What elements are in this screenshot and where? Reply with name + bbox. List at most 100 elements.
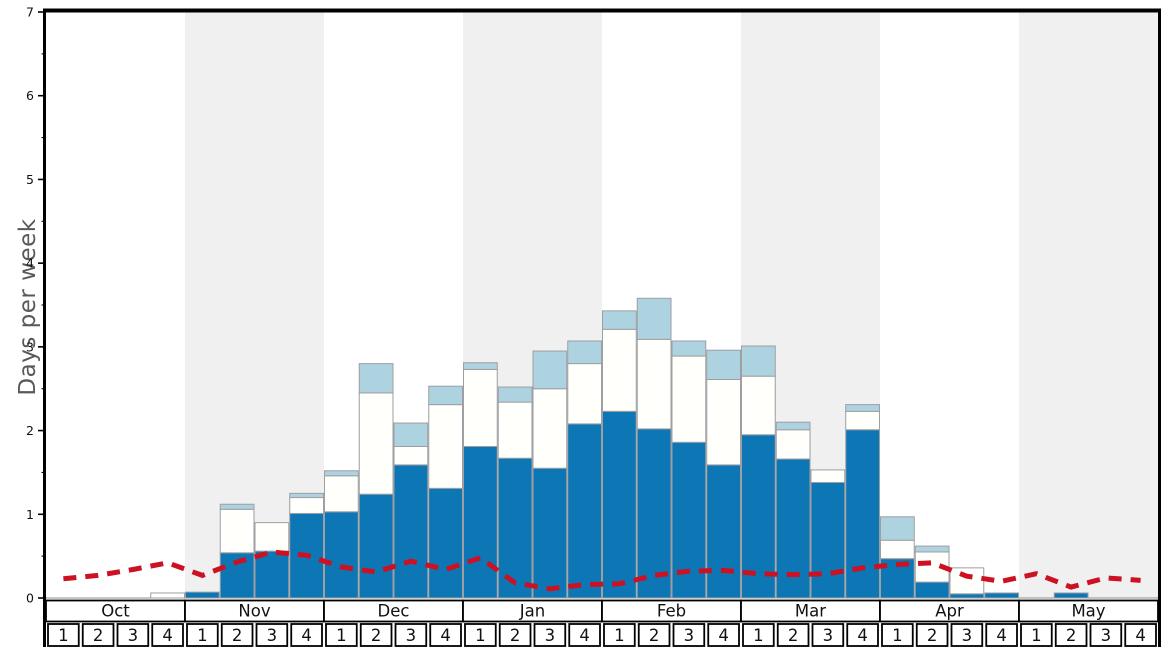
bar-segment-light	[289, 492, 324, 499]
bar-segment-light	[914, 545, 950, 553]
bar-segment-white	[810, 469, 846, 483]
week-label: 2	[927, 626, 938, 645]
week-label: 3	[267, 626, 278, 645]
week-cell	[116, 623, 150, 647]
week-cell	[255, 623, 289, 647]
bar-segment-light	[741, 345, 776, 377]
week-cell	[846, 623, 879, 647]
week-label: 2	[510, 626, 521, 645]
bar-segment-white	[880, 539, 915, 560]
bar-segment-white	[219, 508, 255, 554]
week-cell	[985, 623, 1018, 647]
week-label: 3	[823, 626, 834, 645]
month-label: Jan	[519, 602, 545, 621]
week-label: 4	[857, 626, 868, 645]
month-label: Dec	[378, 602, 410, 621]
week-cell	[672, 623, 706, 647]
week-cell	[1089, 623, 1123, 647]
bar-segment-dark	[463, 445, 498, 599]
week-label: 1	[753, 626, 764, 645]
bar-segment-light	[324, 470, 359, 477]
bar-segment-dark	[1053, 592, 1089, 599]
week-cell	[47, 623, 80, 647]
bar-segment-dark	[393, 464, 429, 599]
week-label: 2	[232, 626, 243, 645]
week-cell	[81, 623, 115, 647]
bar-segment-white	[393, 445, 429, 466]
week-cell	[498, 623, 532, 647]
average-snow-days-line	[63, 549, 1141, 592]
y-tick-label: 7	[26, 5, 34, 20]
week-cell	[429, 623, 462, 647]
bar-segment-light	[532, 350, 568, 390]
bar-segment-dark	[984, 592, 1019, 599]
month-label: Feb	[657, 602, 686, 621]
month-label: Apr	[935, 602, 964, 621]
bar-segment-white	[671, 355, 707, 443]
week-cell	[220, 623, 254, 647]
bar-segment-dark	[532, 467, 568, 599]
week-cell	[707, 623, 740, 647]
y-tick-label: 0	[26, 591, 34, 606]
bar-segment-dark	[914, 581, 950, 599]
bar-segment-light	[358, 363, 394, 394]
bar-segment-dark	[497, 457, 533, 599]
week-cell	[359, 623, 393, 647]
month-label: Nov	[238, 602, 270, 621]
bar-segment-white	[706, 379, 741, 466]
week-label: 3	[128, 626, 139, 645]
bar-segment-dark	[810, 481, 846, 599]
bar-segment-white	[636, 338, 672, 430]
week-label: 3	[545, 626, 556, 645]
week-label: 2	[788, 626, 799, 645]
week-cell	[533, 623, 567, 647]
week-cell	[603, 623, 636, 647]
week-label: 3	[684, 626, 695, 645]
bar-segment-light	[428, 385, 463, 406]
bar-segment-light	[706, 349, 741, 381]
bar-segment-white	[254, 522, 290, 552]
bar-segment-dark	[949, 593, 985, 599]
week-cell	[568, 623, 601, 647]
week-cell	[290, 623, 323, 647]
bar-segment-dark	[845, 429, 880, 599]
week-label: 3	[1101, 626, 1112, 645]
week-label: 4	[1135, 626, 1146, 645]
bar-segment-white	[358, 392, 394, 495]
bar-segment-dark	[324, 511, 359, 599]
bar-segment-dark	[185, 591, 220, 599]
bar-segment-dark	[428, 487, 463, 599]
bar-segment-white	[150, 592, 185, 599]
bar-segment-dark	[671, 441, 707, 599]
week-label: 1	[475, 626, 486, 645]
week-label: 3	[962, 626, 973, 645]
week-cell	[1020, 623, 1053, 647]
week-label: 4	[162, 626, 173, 645]
bar-segment-light	[567, 340, 602, 365]
bar-segment-light	[497, 386, 533, 403]
bar-segment-white	[914, 551, 950, 583]
bar-segment-white	[289, 497, 324, 514]
bar-segment-dark	[706, 464, 741, 599]
bar-segment-light	[775, 421, 811, 431]
week-cell	[464, 623, 497, 647]
week-cell	[637, 623, 671, 647]
week-label: 1	[614, 626, 625, 645]
week-label: 2	[371, 626, 382, 645]
bar-segment-light	[880, 516, 915, 541]
y-tick-label: 1	[26, 507, 34, 522]
week-cell	[1124, 623, 1157, 647]
y-tick-label: 3	[26, 339, 34, 354]
week-cell	[776, 623, 810, 647]
week-cell	[394, 623, 428, 647]
bar-segment-white	[497, 401, 533, 459]
bar-segment-dark	[636, 428, 672, 599]
week-cell	[1054, 623, 1088, 647]
bar-segment-light	[219, 503, 255, 510]
bar-segment-white	[463, 368, 498, 447]
week-label: 4	[301, 626, 312, 645]
bar-segment-white	[845, 410, 880, 431]
week-label: 1	[197, 626, 208, 645]
week-label: 2	[93, 626, 104, 645]
